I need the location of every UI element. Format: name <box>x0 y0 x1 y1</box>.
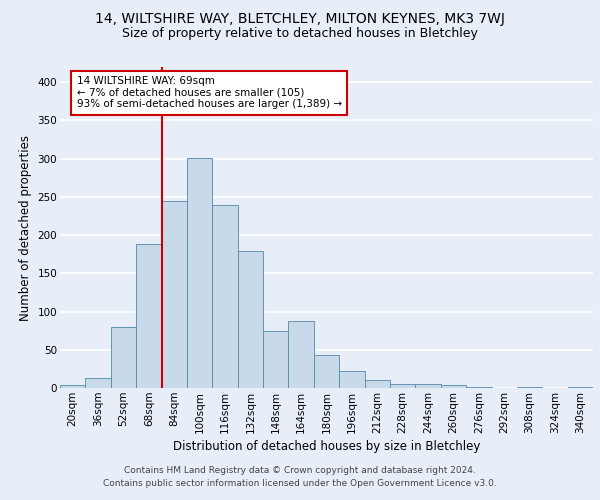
Bar <box>568 386 593 388</box>
Text: Contains HM Land Registry data © Crown copyright and database right 2024.
Contai: Contains HM Land Registry data © Crown c… <box>103 466 497 487</box>
Bar <box>212 204 238 388</box>
Bar <box>415 384 441 388</box>
Bar <box>339 372 365 388</box>
Bar <box>365 380 390 388</box>
Bar <box>85 378 111 388</box>
Bar <box>136 244 161 388</box>
Text: 14, WILTSHIRE WAY, BLETCHLEY, MILTON KEYNES, MK3 7WJ: 14, WILTSHIRE WAY, BLETCHLEY, MILTON KEY… <box>95 12 505 26</box>
Bar <box>111 327 136 388</box>
Bar <box>263 331 289 388</box>
Bar <box>161 201 187 388</box>
Bar <box>390 384 415 388</box>
Text: 14 WILTSHIRE WAY: 69sqm
← 7% of detached houses are smaller (105)
93% of semi-de: 14 WILTSHIRE WAY: 69sqm ← 7% of detached… <box>77 76 341 110</box>
X-axis label: Distribution of detached houses by size in Bletchley: Distribution of detached houses by size … <box>173 440 480 453</box>
Bar <box>187 158 212 388</box>
Bar <box>289 321 314 388</box>
Y-axis label: Number of detached properties: Number of detached properties <box>19 134 32 320</box>
Bar <box>314 356 339 388</box>
Bar <box>466 386 491 388</box>
Bar <box>441 385 466 388</box>
Bar <box>238 250 263 388</box>
Text: Size of property relative to detached houses in Bletchley: Size of property relative to detached ho… <box>122 28 478 40</box>
Bar <box>60 385 85 388</box>
